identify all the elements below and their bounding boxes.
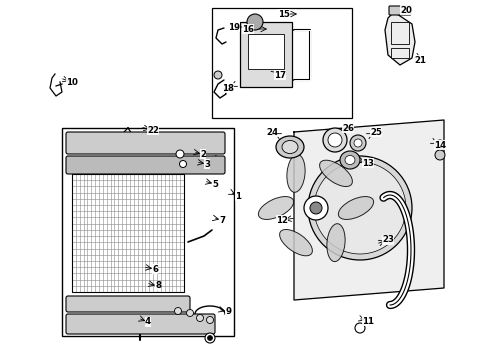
Ellipse shape [327, 224, 345, 262]
Text: 21: 21 [414, 55, 426, 64]
Text: 22: 22 [147, 126, 159, 135]
Circle shape [207, 336, 213, 341]
Ellipse shape [276, 136, 304, 158]
Circle shape [304, 196, 328, 220]
FancyBboxPatch shape [66, 296, 190, 312]
Text: 5: 5 [212, 180, 218, 189]
Ellipse shape [354, 139, 362, 147]
Polygon shape [385, 12, 415, 65]
Circle shape [176, 150, 184, 158]
Text: 17: 17 [274, 71, 286, 80]
Circle shape [314, 162, 406, 254]
FancyBboxPatch shape [389, 6, 411, 15]
Text: 3: 3 [204, 159, 210, 168]
Polygon shape [294, 120, 444, 300]
Text: 2: 2 [200, 149, 206, 158]
Ellipse shape [345, 156, 355, 165]
Text: 15: 15 [278, 9, 290, 18]
Bar [212, 8, 352, 118]
Text: 12: 12 [276, 216, 288, 225]
Ellipse shape [328, 133, 342, 147]
Circle shape [174, 307, 181, 315]
Text: 4: 4 [145, 318, 151, 327]
Bar [240, 22, 292, 87]
Ellipse shape [339, 197, 374, 220]
Bar [248, 34, 284, 69]
Ellipse shape [282, 140, 298, 153]
Bar [391, 48, 409, 58]
Ellipse shape [287, 154, 305, 192]
Ellipse shape [258, 197, 294, 220]
Text: 24: 24 [266, 127, 278, 136]
Text: 9: 9 [225, 307, 231, 316]
Text: 18: 18 [222, 84, 234, 93]
Circle shape [179, 161, 187, 167]
Circle shape [355, 323, 365, 333]
Circle shape [205, 333, 215, 343]
Text: 25: 25 [370, 127, 382, 136]
Text: 14: 14 [434, 140, 446, 149]
Text: 10: 10 [66, 77, 78, 86]
Circle shape [435, 140, 445, 150]
Text: 11: 11 [362, 316, 374, 325]
Text: 19: 19 [228, 23, 240, 32]
Ellipse shape [340, 151, 360, 169]
Text: 7: 7 [219, 216, 225, 225]
Circle shape [247, 14, 263, 30]
Text: 23: 23 [382, 235, 394, 244]
Text: 1: 1 [235, 192, 241, 201]
Ellipse shape [280, 229, 313, 256]
Circle shape [308, 156, 412, 260]
Circle shape [206, 316, 214, 324]
Text: 26: 26 [342, 123, 354, 132]
FancyBboxPatch shape [66, 314, 215, 334]
Ellipse shape [323, 128, 347, 152]
Circle shape [214, 71, 222, 79]
Circle shape [196, 315, 203, 321]
Ellipse shape [319, 160, 352, 186]
FancyBboxPatch shape [66, 132, 225, 154]
Bar [391, 22, 409, 44]
Circle shape [435, 150, 445, 160]
Bar [72, 174, 184, 292]
Ellipse shape [350, 135, 366, 151]
Circle shape [310, 202, 322, 214]
Text: 6: 6 [152, 265, 158, 274]
Text: 8: 8 [155, 282, 161, 291]
Bar [62, 128, 234, 336]
Text: 13: 13 [362, 158, 374, 167]
Circle shape [187, 310, 194, 316]
FancyBboxPatch shape [66, 156, 225, 174]
Text: 16: 16 [242, 24, 254, 33]
Text: 20: 20 [400, 5, 412, 14]
